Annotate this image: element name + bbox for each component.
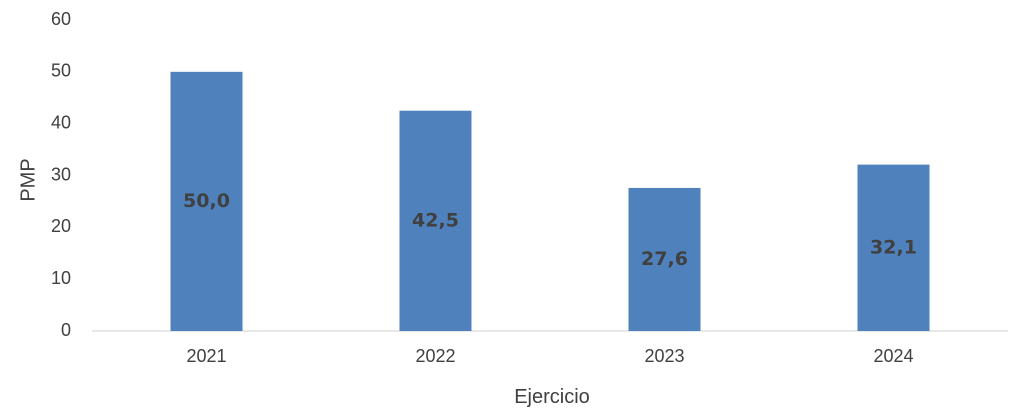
bar-2022 — [399, 110, 472, 331]
data-label: 42,5 — [412, 209, 459, 231]
y-tick-label: 40 — [51, 112, 71, 132]
bars: 50,0 42,5 27,6 32,1 — [170, 71, 930, 331]
y-tick-label: 30 — [51, 164, 71, 184]
data-label: 50,0 — [183, 190, 230, 212]
data-label: 27,6 — [641, 248, 688, 270]
bar-2024 — [857, 164, 930, 331]
x-tick-label: 2022 — [415, 346, 455, 366]
x-tick-label: 2023 — [644, 346, 684, 366]
y-axis-ticks: 0 10 20 30 40 50 60 — [51, 9, 71, 340]
y-tick-label: 0 — [61, 320, 71, 340]
x-tick-label: 2024 — [873, 346, 913, 366]
data-label: 32,1 — [870, 236, 917, 258]
y-tick-label: 20 — [51, 216, 71, 236]
bar-2021 — [170, 71, 243, 331]
y-tick-label: 10 — [51, 268, 71, 288]
y-tick-label: 50 — [51, 61, 71, 81]
bar-2023 — [628, 187, 701, 331]
y-axis-title: PMP — [17, 158, 39, 201]
x-axis-ticks: 2021 2022 2023 2024 — [186, 346, 913, 366]
x-axis-title: Ejercicio — [514, 386, 590, 408]
y-tick-label: 60 — [51, 9, 71, 29]
x-tick-label: 2021 — [186, 346, 226, 366]
